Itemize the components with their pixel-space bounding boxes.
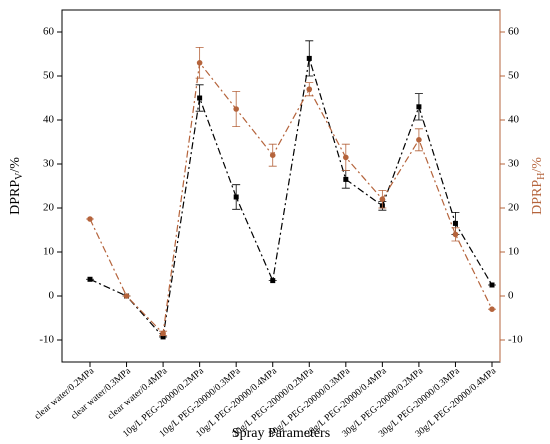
y2-axis-title: DPRPH/% bbox=[530, 157, 547, 215]
point bbox=[87, 276, 93, 282]
y2-tick-label: -10 bbox=[508, 334, 523, 346]
y-tick-label: 50 bbox=[43, 70, 55, 82]
point bbox=[196, 60, 203, 66]
point bbox=[416, 104, 422, 110]
series-line bbox=[89, 61, 493, 335]
y-tick-label: 30 bbox=[43, 158, 55, 170]
plot-frame bbox=[61, 9, 501, 363]
y-label-sub: V bbox=[14, 172, 25, 180]
y-tick-label: 0 bbox=[49, 290, 55, 302]
y-tick-label: -10 bbox=[39, 334, 54, 346]
y2-tick-label: 10 bbox=[508, 246, 520, 258]
y2-tick-label: 50 bbox=[508, 70, 520, 82]
y-tick-label: 40 bbox=[43, 114, 55, 126]
x-axis-title: Spray Parameters bbox=[232, 426, 330, 441]
point bbox=[416, 137, 422, 143]
y2-tick-label: 0 bbox=[508, 290, 514, 302]
y2-label-unit: /% bbox=[530, 157, 545, 173]
x-tick-label: clear water/0.2MPa bbox=[33, 366, 97, 422]
point bbox=[452, 231, 459, 238]
y2-tick-label: 30 bbox=[508, 158, 520, 170]
point bbox=[197, 95, 203, 101]
y-tick-label: 20 bbox=[43, 202, 55, 214]
point bbox=[160, 330, 166, 337]
point bbox=[306, 86, 313, 92]
y2-tick-label: 60 bbox=[508, 26, 520, 38]
point bbox=[87, 216, 93, 222]
series-line bbox=[89, 58, 493, 339]
point bbox=[379, 196, 386, 202]
point bbox=[233, 106, 239, 112]
point bbox=[343, 176, 349, 182]
point bbox=[489, 306, 495, 313]
y-label-main: DPRP bbox=[8, 180, 23, 215]
point bbox=[343, 154, 349, 161]
point bbox=[123, 293, 130, 299]
point bbox=[269, 152, 276, 158]
point bbox=[270, 278, 276, 284]
y2-tick-label: 40 bbox=[508, 114, 520, 126]
point bbox=[452, 220, 458, 226]
point bbox=[160, 334, 166, 340]
point bbox=[306, 55, 312, 61]
point bbox=[233, 194, 239, 200]
y2-label-sub: H bbox=[536, 173, 547, 180]
y-axis-title: DPRPV/% bbox=[8, 157, 25, 215]
point bbox=[489, 282, 495, 288]
y2-tick-label: 20 bbox=[508, 202, 520, 214]
y-label-unit: /% bbox=[8, 157, 23, 173]
y-tick-label: 60 bbox=[43, 26, 55, 38]
y2-label-main: DPRP bbox=[530, 180, 545, 215]
y-tick-label: 10 bbox=[43, 246, 55, 258]
